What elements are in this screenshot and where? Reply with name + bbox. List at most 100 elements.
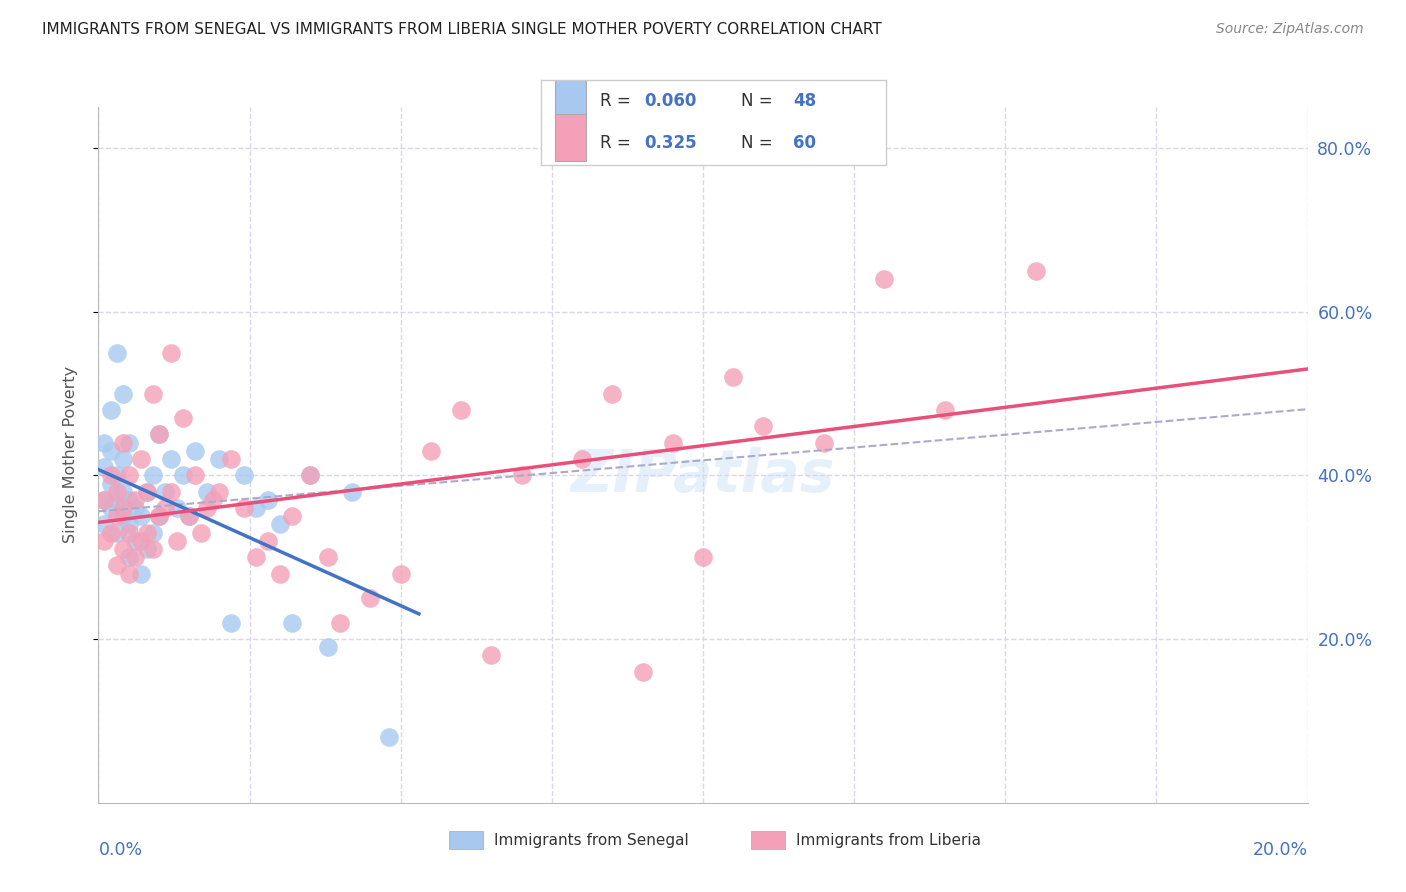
Text: 48: 48 bbox=[793, 92, 815, 110]
Point bbox=[153, 501, 176, 516]
Point bbox=[124, 492, 146, 507]
Point bbox=[221, 615, 243, 630]
Point bbox=[129, 452, 152, 467]
Point bbox=[118, 566, 141, 581]
Point bbox=[100, 501, 122, 516]
Point bbox=[342, 484, 364, 499]
Point bbox=[208, 484, 231, 499]
Point bbox=[377, 731, 399, 745]
Point bbox=[208, 452, 231, 467]
Point bbox=[118, 517, 141, 532]
Point bbox=[752, 419, 775, 434]
Point bbox=[111, 435, 134, 450]
Point bbox=[631, 665, 654, 679]
Point bbox=[93, 492, 115, 507]
Point bbox=[105, 468, 128, 483]
Point bbox=[195, 501, 218, 516]
Point bbox=[481, 648, 503, 663]
Point bbox=[202, 492, 225, 507]
Point bbox=[256, 492, 278, 507]
Point bbox=[111, 501, 134, 516]
Text: Source: ZipAtlas.com: Source: ZipAtlas.com bbox=[1216, 22, 1364, 37]
Point bbox=[105, 492, 128, 507]
Text: IMMIGRANTS FROM SENEGAL VS IMMIGRANTS FROM LIBERIA SINGLE MOTHER POVERTY CORRELA: IMMIGRANTS FROM SENEGAL VS IMMIGRANTS FR… bbox=[42, 22, 882, 37]
Point bbox=[269, 517, 291, 532]
Point bbox=[160, 452, 183, 467]
Point bbox=[172, 468, 194, 483]
Point bbox=[105, 525, 128, 540]
Point bbox=[135, 484, 157, 499]
Point bbox=[105, 484, 128, 499]
Text: ZIPatlas: ZIPatlas bbox=[571, 447, 835, 504]
Point bbox=[148, 427, 170, 442]
Point bbox=[195, 484, 218, 499]
Point bbox=[118, 525, 141, 540]
Text: 60: 60 bbox=[793, 134, 815, 152]
Point bbox=[329, 615, 352, 630]
Point bbox=[148, 509, 170, 524]
Point bbox=[160, 484, 183, 499]
Point bbox=[118, 550, 141, 565]
Text: 0.0%: 0.0% bbox=[98, 841, 142, 859]
Point bbox=[118, 435, 141, 450]
Point bbox=[100, 403, 122, 417]
Point bbox=[142, 542, 165, 557]
Point bbox=[153, 484, 176, 499]
Point bbox=[142, 468, 165, 483]
Point bbox=[184, 468, 207, 483]
Point bbox=[135, 525, 157, 540]
Point bbox=[510, 468, 533, 483]
Point bbox=[160, 345, 183, 359]
Point bbox=[602, 386, 624, 401]
Point bbox=[100, 525, 122, 540]
Point bbox=[148, 427, 170, 442]
Point bbox=[129, 566, 152, 581]
Point bbox=[281, 509, 304, 524]
Point bbox=[111, 452, 134, 467]
Point bbox=[316, 640, 339, 655]
Point bbox=[813, 435, 835, 450]
Point bbox=[934, 403, 956, 417]
Point bbox=[662, 435, 685, 450]
Point bbox=[571, 452, 593, 467]
Point bbox=[299, 468, 322, 483]
Point bbox=[129, 509, 152, 524]
Point bbox=[93, 533, 115, 548]
Point bbox=[360, 591, 382, 606]
Point bbox=[166, 533, 188, 548]
Point bbox=[118, 468, 141, 483]
Text: N =: N = bbox=[741, 92, 778, 110]
Point bbox=[100, 476, 122, 491]
Point bbox=[256, 533, 278, 548]
Point bbox=[389, 566, 412, 581]
Point bbox=[420, 443, 443, 458]
Point bbox=[148, 509, 170, 524]
Point bbox=[184, 443, 207, 458]
Text: N =: N = bbox=[741, 134, 778, 152]
Point bbox=[269, 566, 291, 581]
Point bbox=[111, 484, 134, 499]
Point bbox=[692, 550, 714, 565]
Point bbox=[723, 370, 745, 384]
Point bbox=[93, 460, 115, 475]
Point bbox=[105, 509, 128, 524]
FancyBboxPatch shape bbox=[555, 72, 586, 119]
Point bbox=[100, 443, 122, 458]
Point bbox=[142, 525, 165, 540]
Point bbox=[124, 501, 146, 516]
Point bbox=[142, 386, 165, 401]
Point bbox=[232, 468, 254, 483]
Point bbox=[179, 509, 201, 524]
Point bbox=[105, 558, 128, 573]
FancyBboxPatch shape bbox=[555, 114, 586, 161]
Text: Immigrants from Senegal: Immigrants from Senegal bbox=[494, 833, 689, 847]
Point bbox=[135, 484, 157, 499]
Point bbox=[232, 501, 254, 516]
Text: 20.0%: 20.0% bbox=[1253, 841, 1308, 859]
Text: R =: R = bbox=[600, 134, 636, 152]
Text: R =: R = bbox=[600, 92, 636, 110]
Point bbox=[111, 542, 134, 557]
Point bbox=[281, 615, 304, 630]
Point bbox=[221, 452, 243, 467]
Point bbox=[93, 517, 115, 532]
